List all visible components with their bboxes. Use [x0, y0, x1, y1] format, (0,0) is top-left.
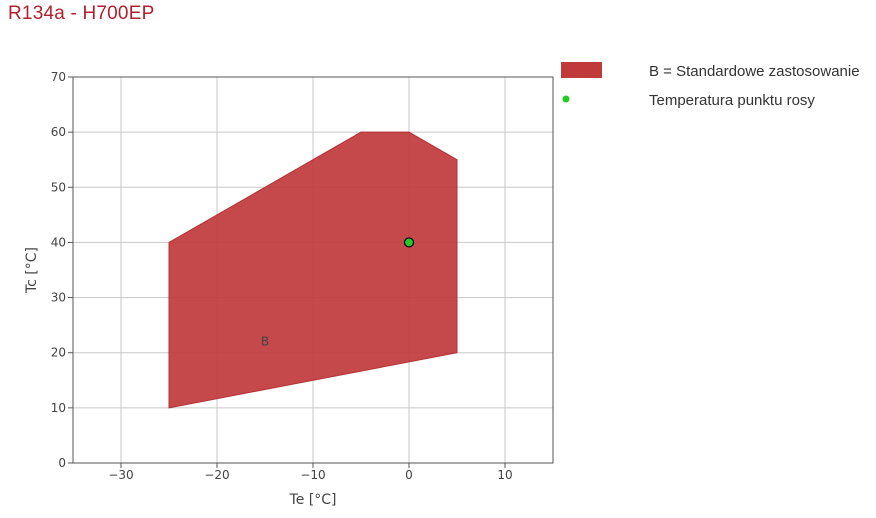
x-axis-title: Te [°C] [289, 492, 337, 508]
legend-item-dew-point[interactable]: Temperatura punktu rosy [562, 92, 816, 109]
x-tick-label: −30 [108, 468, 133, 482]
y-tick-label: 10 [51, 401, 66, 415]
dew-point-marker[interactable] [403, 237, 415, 248]
x-tick-label: 10 [497, 468, 512, 482]
tick-labels: −30 −20 −10 0 10 0 10 20 30 40 50 60 70 [51, 70, 513, 482]
region-b-polygon[interactable] [168, 131, 458, 409]
y-tick-label: 70 [51, 70, 66, 84]
chart-title: R134a - H700EP [8, 3, 155, 24]
x-tick-label: −20 [204, 468, 229, 482]
legend-swatch-region [561, 62, 602, 78]
legend-swatch-dew-point [562, 95, 570, 103]
y-tick-label: 0 [58, 456, 66, 470]
y-tick-label: 20 [51, 346, 66, 360]
region-b-label: B [261, 335, 269, 349]
x-tick-label: 0 [405, 468, 413, 482]
y-tick-label: 40 [51, 235, 66, 249]
series-layer: B [168, 131, 458, 409]
legend-label-dew-point: Temperatura punktu rosy [649, 92, 815, 109]
y-tick-label: 60 [51, 125, 66, 139]
y-tick-label: 30 [51, 291, 66, 305]
legend: B = Standardowe zastosowanie Temperatura… [561, 62, 860, 109]
y-tick-label: 50 [51, 180, 66, 194]
y-axis-title: Tc [°C] [24, 247, 40, 294]
x-tick-label: −10 [300, 468, 325, 482]
legend-label-region: B = Standardowe zastosowanie [649, 63, 860, 80]
legend-item-region[interactable]: B = Standardowe zastosowanie [561, 62, 860, 80]
